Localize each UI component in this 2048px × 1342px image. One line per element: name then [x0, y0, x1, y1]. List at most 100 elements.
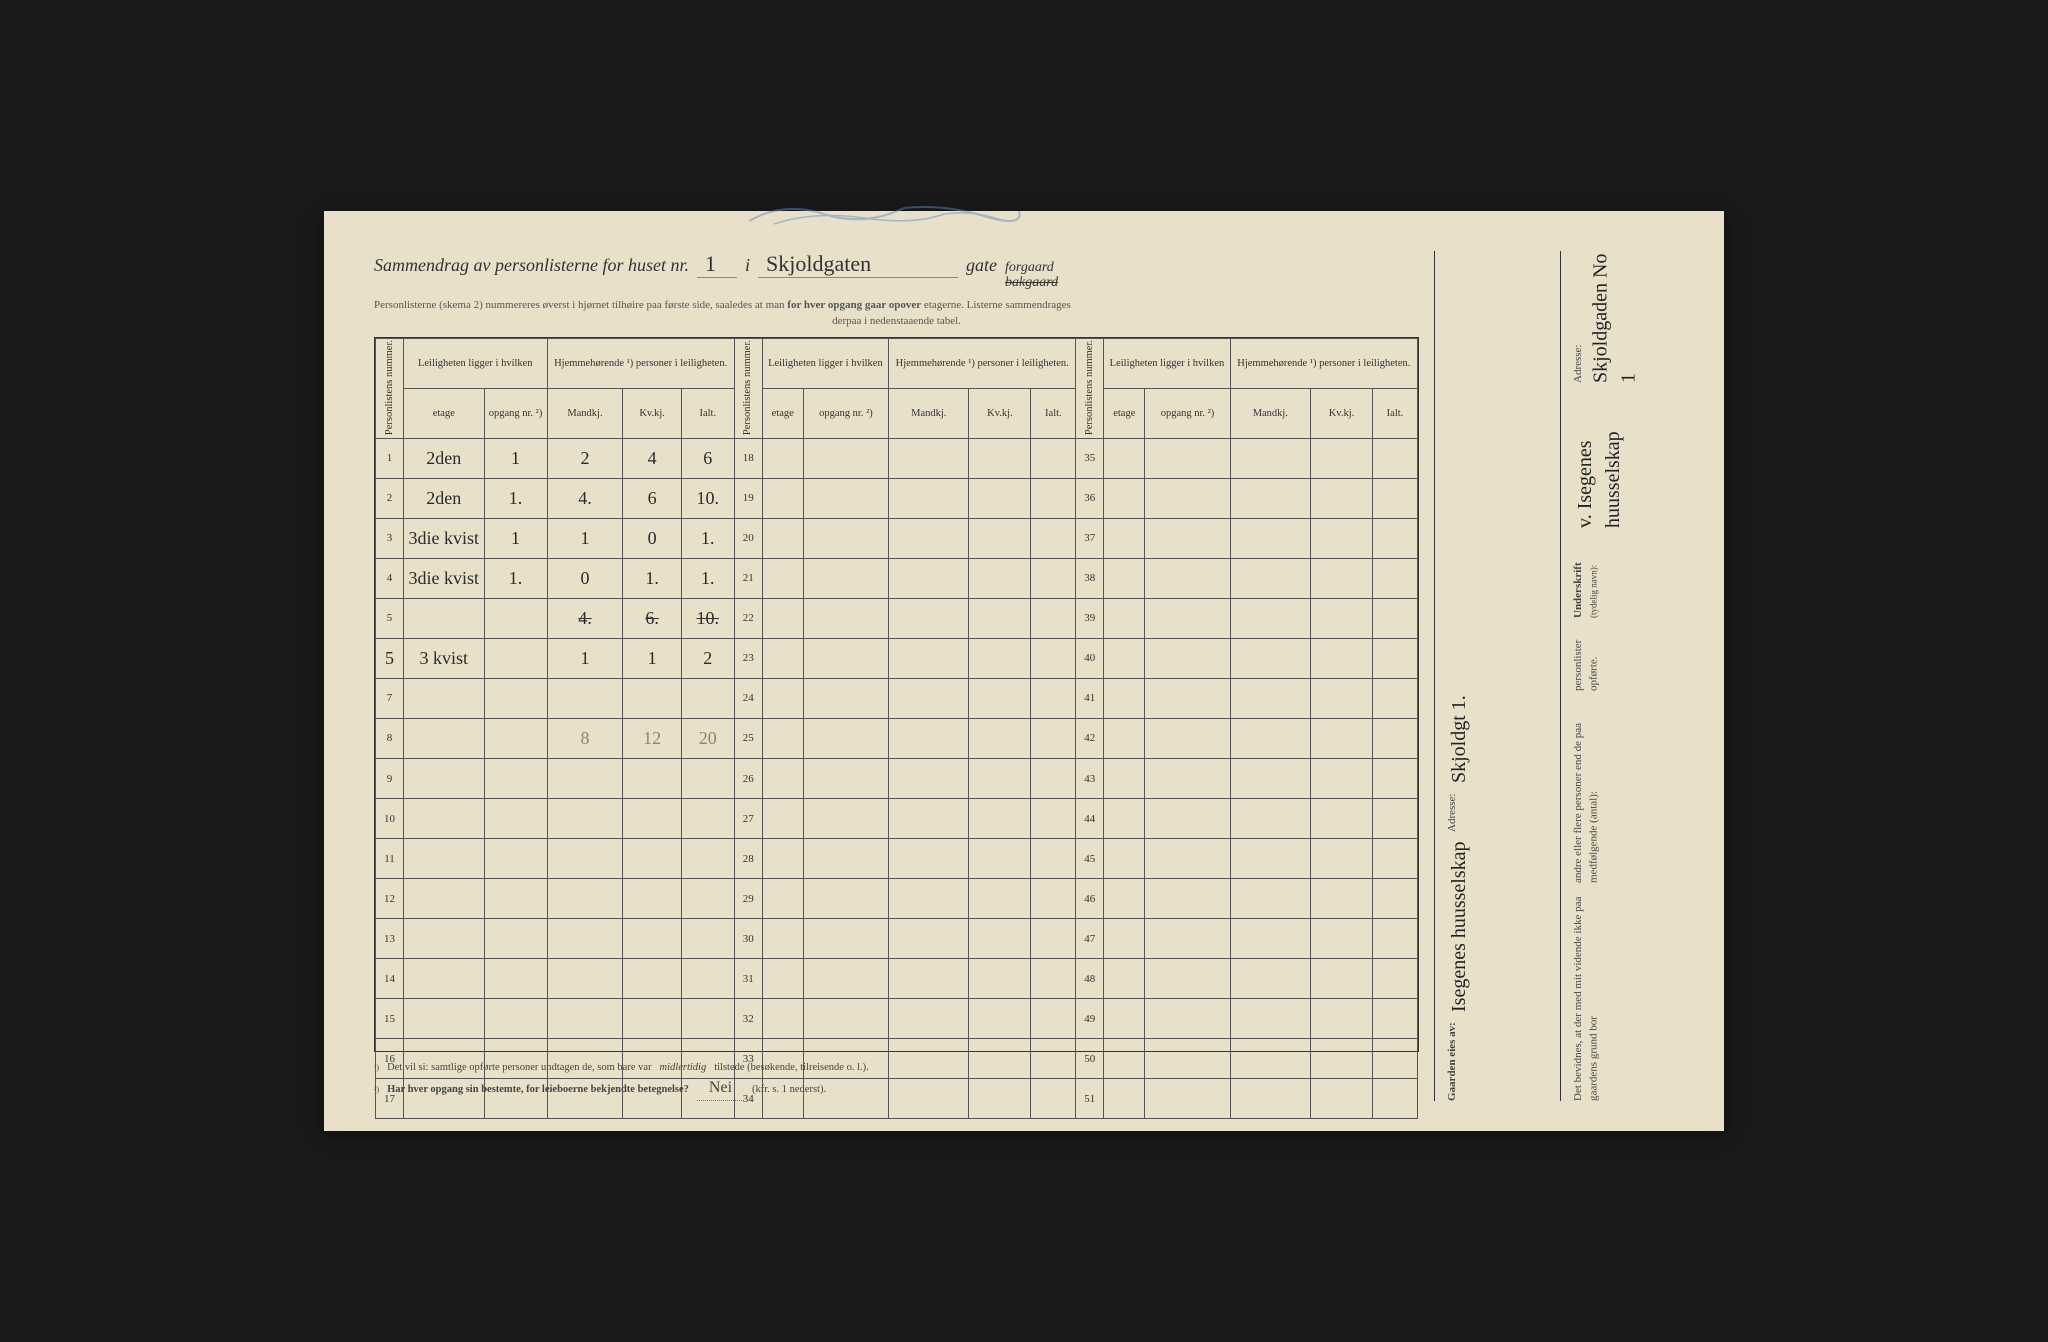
row-num-b2: 18 [734, 438, 762, 478]
empty-cell [1031, 558, 1076, 598]
empty-cell [969, 518, 1031, 558]
empty-cell [1372, 478, 1417, 518]
empty-cell [803, 839, 888, 879]
cell-etage: 2den [404, 438, 485, 478]
cell-opg [484, 879, 547, 919]
table-row: 3 3die kvist 1 1 0 1. 20 37 [376, 518, 1418, 558]
empty-cell [889, 718, 969, 758]
cell-k: 1 [623, 638, 681, 678]
row-num-b1: 4 [376, 558, 404, 598]
empty-cell [969, 718, 1031, 758]
empty-cell [1372, 718, 1417, 758]
row-num-b3: 40 [1076, 638, 1104, 678]
instr-1b: for hver opgang gaar opover [787, 299, 921, 311]
empty-cell [969, 839, 1031, 879]
cell-opg [484, 959, 547, 999]
empty-cell [1372, 678, 1417, 718]
empty-cell [1372, 879, 1417, 919]
row-num-b2: 19 [734, 478, 762, 518]
empty-cell [1145, 558, 1230, 598]
fn1-marker: ¹) [374, 1062, 379, 1074]
cell-i: 1. [681, 558, 734, 598]
empty-cell [803, 959, 888, 999]
table-body: 1 2den 1 2 4 6 18 35 2 2den 1. 4. 6 10. … [376, 438, 1418, 1118]
empty-cell [1031, 999, 1076, 1039]
empty-cell [1145, 839, 1230, 879]
empty-cell [1104, 678, 1145, 718]
sub-etage-1: etage [404, 388, 485, 438]
row-num-b2: 21 [734, 558, 762, 598]
empty-cell [1145, 638, 1230, 678]
owner-vert: Gaarden eies av: Isegenes huusselskap Ad… [1445, 251, 1548, 1101]
empty-cell [1311, 598, 1373, 638]
empty-cell [889, 999, 969, 1039]
empty-cell [969, 478, 1031, 518]
row-num-b1: 12 [376, 879, 404, 919]
col-personlistens-3: Personlistens nummer. [1076, 338, 1104, 438]
house-number-hw: 1 [697, 251, 737, 278]
cell-i [681, 999, 734, 1039]
empty-cell [1031, 678, 1076, 718]
empty-cell [1311, 638, 1373, 678]
empty-cell [969, 678, 1031, 718]
row-num-b3: 44 [1076, 799, 1104, 839]
attest-t1: Det bevidnes, at der med mit vidende ikk… [1571, 893, 1674, 1101]
empty-cell [969, 799, 1031, 839]
cell-i [681, 879, 734, 919]
table-row: 2 2den 1. 4. 6 10. 19 36 [376, 478, 1418, 518]
empty-cell [762, 558, 803, 598]
empty-cell [1145, 799, 1230, 839]
empty-cell [889, 799, 969, 839]
row-num-b1: 10 [376, 799, 404, 839]
row-num-b3: 46 [1076, 879, 1104, 919]
row-num-b2: 28 [734, 839, 762, 879]
empty-cell [1372, 558, 1417, 598]
row-num-b1: 2 [376, 478, 404, 518]
empty-cell [889, 518, 969, 558]
sub-mandkj-2: Mandkj. [889, 388, 969, 438]
table-container: Personlistens nummer. Leiligheten ligger… [374, 337, 1419, 1052]
cell-etage [404, 959, 485, 999]
empty-cell [762, 638, 803, 678]
empty-cell [1230, 959, 1310, 999]
empty-cell [969, 999, 1031, 1039]
empty-cell [889, 558, 969, 598]
row-num-b2: 26 [734, 759, 762, 799]
empty-cell [762, 718, 803, 758]
empty-cell [1311, 438, 1373, 478]
fn1-italic: midlertidig [660, 1060, 707, 1076]
empty-cell [803, 718, 888, 758]
cell-opg [484, 839, 547, 879]
empty-cell [803, 478, 888, 518]
empty-cell [1104, 959, 1145, 999]
empty-cell [1145, 598, 1230, 638]
cell-opg: 1. [484, 478, 547, 518]
col-hjemme-1: Hjemmehørende ¹) personer i leiligheten. [547, 338, 734, 388]
empty-cell [762, 518, 803, 558]
empty-cell [803, 598, 888, 638]
empty-cell [969, 879, 1031, 919]
sub-kvkj-1: Kv.kj. [623, 388, 681, 438]
empty-cell [1104, 919, 1145, 959]
row-num-b1: 15 [376, 999, 404, 1039]
forgaard: forgaard [1005, 260, 1054, 275]
sub-mandkj-3: Mandkj. [1230, 388, 1310, 438]
cell-opg [484, 598, 547, 638]
cell-etage: 2den [404, 478, 485, 518]
empty-cell [889, 759, 969, 799]
bakgaard: bakgaard [1005, 275, 1058, 290]
empty-cell [1104, 638, 1145, 678]
cell-opg [484, 999, 547, 1039]
cell-k: 12 [623, 718, 681, 758]
empty-cell [803, 638, 888, 678]
cell-k: 6 [623, 478, 681, 518]
col-leiligheten-1: Leiligheten ligger i hvilken [404, 338, 548, 388]
row-num-b3: 48 [1076, 959, 1104, 999]
empty-cell [1230, 558, 1310, 598]
col-leiligheten-3: Leiligheten ligger i hvilken [1104, 338, 1230, 388]
cell-etage: 3die kvist [404, 558, 485, 598]
cell-k: 6. [623, 598, 681, 638]
cell-opg [484, 678, 547, 718]
empty-cell [1230, 598, 1310, 638]
attest-addr-label: Adresse: [1572, 345, 1584, 384]
